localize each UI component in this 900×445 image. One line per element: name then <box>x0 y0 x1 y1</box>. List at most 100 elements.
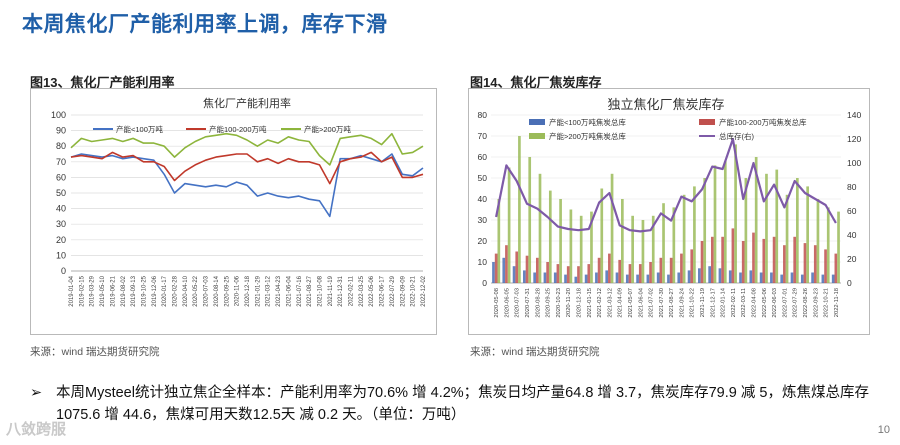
x-tick-label: 2019-08-02 <box>121 275 127 306</box>
bar-1 <box>813 245 817 283</box>
x-tick-label: 2020-07-03 <box>204 275 210 306</box>
bar-0 <box>646 274 650 283</box>
x-tick-label: 2021-08-27 <box>307 275 313 306</box>
bar-0 <box>698 268 701 283</box>
bar-1 <box>515 251 519 283</box>
x-tick-label: 2020-06-05 <box>504 288 510 318</box>
x-tick-label: 2019-06-21 <box>110 275 116 306</box>
y2-tick-label: 0 <box>847 278 852 288</box>
x-tick-label: 2021-05-07 <box>628 288 634 318</box>
bar-0 <box>780 274 784 283</box>
bar-2 <box>579 215 583 283</box>
chart-title: 独立焦化厂焦炭库存 <box>607 97 724 112</box>
bar-2 <box>816 199 820 283</box>
bar-1 <box>649 262 652 283</box>
bar-0 <box>759 272 763 283</box>
legend-swatch <box>529 133 545 139</box>
y-tick-label: 80 <box>56 141 66 151</box>
bar-0 <box>687 270 691 283</box>
x-tick-label: 2020-10-23 <box>556 288 562 318</box>
bar-1 <box>638 264 642 283</box>
bar-1 <box>741 241 745 283</box>
bar-0 <box>625 274 629 283</box>
bar-0 <box>502 257 506 283</box>
bar-0 <box>708 266 711 283</box>
bar-0 <box>667 274 670 283</box>
bar-1 <box>608 253 611 283</box>
y-tick-label: 40 <box>56 204 66 214</box>
x-tick-label: 2020-11-06 <box>235 275 241 306</box>
y-tick-label: 100 <box>51 110 66 120</box>
x-tick-label: 2022-03-25 <box>359 275 365 306</box>
total-inventory-line <box>495 137 837 233</box>
legend-label: 产能<100万吨 <box>116 124 163 134</box>
bar-0 <box>512 266 516 283</box>
bar-2 <box>785 194 789 283</box>
x-tick-label: 2019-09-13 <box>131 275 137 306</box>
bar-0 <box>553 272 557 283</box>
x-tick-label: 2022-05-06 <box>369 275 375 306</box>
x-tick-label: 2022-03-11 <box>741 288 747 317</box>
page-number: 10 <box>877 424 890 436</box>
bar-0 <box>831 274 835 283</box>
bar-0 <box>584 274 588 283</box>
bar-1 <box>700 241 704 283</box>
bar-1 <box>505 245 508 283</box>
x-tick-label: 2022-12-02 <box>421 275 427 306</box>
y-tick-label: 60 <box>478 152 488 162</box>
bar-2 <box>528 157 532 283</box>
bar-0 <box>595 272 598 283</box>
legend-label: 产能<100万吨焦炭总库 <box>549 117 626 127</box>
x-tick-label: 2022-07-29 <box>390 275 396 306</box>
bar-2 <box>518 136 521 283</box>
x-tick-label: 2022-07-29 <box>793 288 799 318</box>
bar-1 <box>793 236 797 283</box>
x-tick-label: 2021-07-16 <box>297 275 303 306</box>
x-tick-label: 2021-02-12 <box>597 288 603 318</box>
bar-0 <box>574 276 578 283</box>
figure-13-source: 来源：wind 瑞达期货研究院 <box>30 346 160 358</box>
bar-1 <box>546 262 549 283</box>
x-tick-label: 2020-11-20 <box>566 288 572 317</box>
bar-1 <box>762 238 766 283</box>
bar-2 <box>713 165 717 283</box>
x-tick-label: 2022-06-03 <box>772 288 778 318</box>
bar-1 <box>659 257 663 283</box>
bar-2 <box>734 144 737 283</box>
x-tick-label: 2019-01-04 <box>69 275 75 306</box>
bar-1 <box>669 257 673 283</box>
bar-2 <box>507 167 511 283</box>
bar-1 <box>556 264 560 283</box>
x-tick-label: 2022-02-11 <box>731 288 737 317</box>
bar-2 <box>744 178 748 283</box>
series-line-0 <box>70 153 424 218</box>
x-tick-label: 2022-01-14 <box>721 287 727 317</box>
bar-0 <box>636 274 639 283</box>
bar-0 <box>718 268 722 283</box>
y-tick-label: 70 <box>478 131 488 141</box>
bar-0 <box>800 274 804 283</box>
y2-tick-label: 80 <box>847 182 857 192</box>
x-tick-label: 2022-05-06 <box>762 288 768 318</box>
bar-1 <box>772 236 776 283</box>
x-tick-label: 2022-06-17 <box>380 275 386 306</box>
bar-2 <box>569 209 573 283</box>
series-line-1 <box>70 151 424 185</box>
bar-0 <box>749 270 753 283</box>
y2-tick-label: 60 <box>847 206 857 216</box>
x-tick-label: 2021-01-29 <box>255 275 261 306</box>
bar-1 <box>783 245 786 283</box>
bar-2 <box>538 173 542 283</box>
bar-2 <box>651 215 655 283</box>
bar-1 <box>628 264 632 283</box>
y-tick-label: 50 <box>478 173 488 183</box>
bar-2 <box>806 186 809 283</box>
bar-0 <box>677 272 681 283</box>
x-tick-label: 2019-02-15 <box>79 275 85 306</box>
bar-0 <box>790 272 794 283</box>
slide-title: 本周焦化厂产能利用率上调，库存下滑 <box>22 13 388 36</box>
summary-text: 本周Mysteel统计独立焦企全样本：产能利用率为70.6% 增 4.2%；焦炭… <box>56 385 869 423</box>
x-tick-label: 2021-04-09 <box>618 288 624 318</box>
bar-1 <box>834 253 838 283</box>
x-tick-label: 2021-07-30 <box>659 288 665 318</box>
